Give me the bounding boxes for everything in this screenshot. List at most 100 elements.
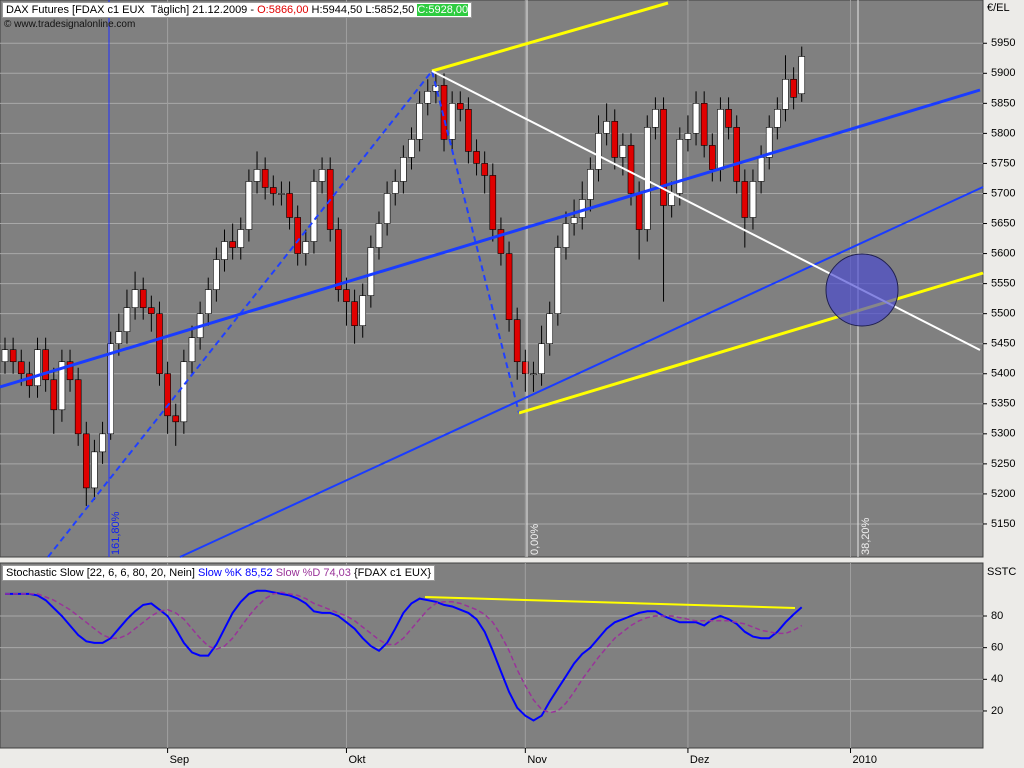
candle-body [595, 133, 602, 170]
candle-body [700, 103, 708, 146]
y-axis-label: €/EL [987, 2, 1010, 14]
candle-body [180, 361, 188, 423]
candle-body [456, 103, 464, 110]
annotation: 161,80% [110, 511, 122, 555]
candle-body [204, 289, 212, 314]
candle-body [692, 103, 700, 134]
indicator-title: Stochastic Slow [22, 6, 6, 80, 20, Nein] [6, 567, 195, 579]
candle-body [351, 301, 358, 326]
y-tick-label: 5950 [991, 37, 1015, 49]
y-tick-label: 80 [991, 610, 1003, 622]
indicator-line [5, 589, 803, 722]
dashed-trend [47, 68, 520, 558]
candle-body [115, 331, 123, 344]
candle-body [34, 349, 41, 387]
candle-body [570, 217, 578, 224]
candle-body [237, 229, 245, 248]
chart-header: DAX Futures [FDAX c1 EUX Täglich] 21.12.… [2, 2, 473, 18]
candle-body [709, 145, 716, 170]
candle-body [99, 433, 106, 453]
candle-body [635, 193, 643, 230]
candle-body [717, 109, 724, 170]
candle-body [473, 151, 480, 164]
indicator-line [5, 591, 803, 714]
annotation: 38,20% [860, 517, 872, 555]
candle-body [497, 229, 505, 254]
x-tick-label: Nov [527, 754, 547, 766]
candle-body [139, 289, 147, 308]
candle-body [538, 343, 545, 375]
candle-body [83, 433, 90, 489]
candle-body [481, 163, 488, 176]
x-tick-label: Sep [170, 754, 190, 766]
y-tick-label: 5150 [991, 518, 1015, 530]
y-tick-label: 5750 [991, 157, 1015, 169]
x-tick-label: 2010 [853, 754, 877, 766]
candle-body [400, 157, 407, 182]
indicator-header: Stochastic Slow [22, 6, 6, 80, 20, Nein]… [2, 565, 436, 581]
candle-body [156, 313, 163, 375]
y-tick-label: 5850 [991, 97, 1015, 109]
channel-line [518, 271, 984, 415]
y-tick-label: 5400 [991, 368, 1015, 380]
channel-line [431, 1, 669, 73]
candle-body [9, 349, 17, 363]
candle-body [253, 169, 261, 182]
candle-body [562, 223, 570, 248]
candle-body [505, 253, 513, 320]
y-tick-label: 5900 [991, 67, 1015, 79]
candle-body [448, 103, 456, 140]
ohlc-label: H:5944,50 [311, 4, 363, 16]
y-tick-label: 5500 [991, 308, 1015, 320]
divergence-line [424, 596, 796, 609]
source: © www.tradesignalonline.com [4, 19, 136, 30]
candle-body [107, 343, 114, 435]
y-tick-label: 5600 [991, 247, 1015, 259]
candle-body [652, 109, 659, 128]
candle-body [619, 145, 627, 158]
y-tick-label: 5800 [991, 127, 1015, 139]
candle-body [765, 127, 773, 158]
legend-value: 74,03 [323, 567, 351, 579]
candle-body [790, 79, 797, 98]
candle-body [725, 109, 732, 128]
candle-body [66, 361, 74, 381]
ohlc-label: L:5852,50 [365, 4, 415, 16]
y-tick-label: 5650 [991, 217, 1015, 229]
candle-body [440, 85, 448, 140]
candle-body [91, 451, 98, 489]
legend-value: 85,52 [245, 567, 273, 579]
candle-body [408, 139, 415, 158]
x-tick-label: Okt [348, 754, 365, 766]
candle-body [221, 241, 228, 260]
candle-body [489, 175, 497, 230]
candle-body [798, 56, 806, 95]
candle-body [676, 139, 684, 194]
y-tick-label: 5550 [991, 278, 1015, 290]
legend-entry: Slow %K [198, 567, 243, 579]
y-tick-label: 5200 [991, 488, 1015, 500]
candle-body [627, 145, 635, 194]
candle-body [50, 379, 58, 411]
candle-body [74, 379, 82, 435]
candle-body [530, 373, 537, 376]
candle-body [229, 241, 236, 248]
candle-body [782, 79, 789, 110]
candle-body [172, 415, 180, 423]
candle-body [278, 193, 285, 195]
ohlc-label: C:5928,00 [417, 4, 469, 16]
candle-body [733, 127, 741, 182]
y-tick-label: 20 [991, 705, 1003, 717]
candle-body [286, 193, 293, 218]
y-tick-label: 5350 [991, 398, 1015, 410]
candle-body [245, 181, 253, 230]
candle-body [757, 157, 765, 182]
candle-body [587, 169, 594, 200]
candle-body [774, 109, 781, 128]
candle-body [131, 289, 139, 308]
candle-body [213, 259, 220, 290]
x-tick-label: Dez [690, 754, 710, 766]
